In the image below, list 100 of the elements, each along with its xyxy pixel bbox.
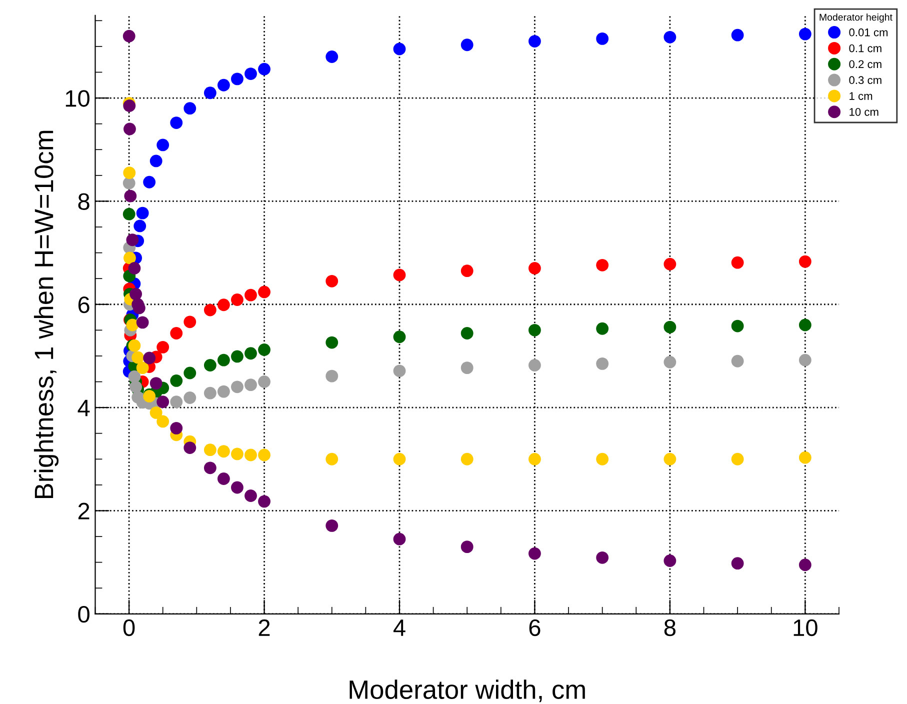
point xyxy=(204,462,216,474)
point xyxy=(731,557,744,570)
y-tick-label: 6 xyxy=(78,296,90,314)
legend-label: 1 cm xyxy=(850,92,872,100)
y-tick-label: 0 xyxy=(78,606,90,623)
point xyxy=(123,166,136,180)
point xyxy=(244,347,257,360)
point xyxy=(460,38,474,52)
point xyxy=(258,344,270,356)
point xyxy=(393,42,406,56)
point xyxy=(731,452,744,466)
point xyxy=(528,452,541,466)
point xyxy=(326,370,338,382)
point xyxy=(156,340,170,354)
point xyxy=(258,376,270,388)
point xyxy=(596,551,609,564)
point xyxy=(130,380,142,394)
point xyxy=(664,452,676,466)
point xyxy=(326,452,338,466)
point xyxy=(204,359,216,372)
point xyxy=(204,444,216,456)
point xyxy=(150,377,162,390)
point xyxy=(596,322,609,335)
point xyxy=(132,351,144,364)
point xyxy=(231,350,244,363)
point xyxy=(170,422,183,434)
point xyxy=(244,68,257,80)
y-tick-label: 2 xyxy=(78,502,90,520)
point xyxy=(596,452,609,466)
point xyxy=(150,154,162,168)
point xyxy=(150,406,162,419)
legend-label: 0.1 cm xyxy=(849,44,882,52)
point xyxy=(184,366,196,380)
point xyxy=(244,378,257,392)
point xyxy=(130,288,142,300)
point xyxy=(136,362,149,374)
point xyxy=(128,262,141,274)
point xyxy=(136,206,149,220)
point xyxy=(184,316,196,328)
point xyxy=(528,547,541,560)
point xyxy=(326,336,338,349)
x-tick-label: 4 xyxy=(393,620,406,636)
point xyxy=(231,448,244,460)
x-tick-label: 8 xyxy=(664,619,676,636)
x-tick-label: 10 xyxy=(794,619,818,636)
point xyxy=(134,220,146,232)
point xyxy=(126,234,139,246)
point xyxy=(170,116,183,129)
point xyxy=(124,252,136,264)
x-tick-label: 2 xyxy=(258,619,270,636)
point xyxy=(184,102,196,115)
point xyxy=(798,558,812,572)
point xyxy=(528,359,541,372)
point xyxy=(156,138,170,152)
point xyxy=(528,35,541,48)
y-tick-label: 4 xyxy=(78,400,90,416)
point xyxy=(731,354,744,368)
legend-label: 0.01 cm xyxy=(849,28,888,36)
point xyxy=(184,442,196,454)
point xyxy=(204,386,216,400)
point xyxy=(170,374,183,387)
point xyxy=(124,190,137,202)
point xyxy=(393,364,406,378)
point xyxy=(798,451,812,464)
legend-label: 0.2 cm xyxy=(849,60,882,68)
point xyxy=(231,481,244,494)
point xyxy=(798,255,812,268)
x-tick-label: 0 xyxy=(123,619,135,636)
point xyxy=(664,320,676,334)
point xyxy=(393,452,406,466)
point xyxy=(184,392,196,404)
point xyxy=(596,32,609,45)
point xyxy=(258,495,270,508)
point xyxy=(460,327,474,340)
point xyxy=(664,356,676,368)
point xyxy=(204,304,216,316)
point xyxy=(326,519,338,532)
point xyxy=(460,540,474,554)
point xyxy=(528,324,541,336)
x-tick-label: 6 xyxy=(529,619,540,636)
point xyxy=(528,262,541,274)
point xyxy=(664,258,676,270)
point xyxy=(596,258,609,272)
point xyxy=(128,370,141,383)
legend-label: 10 cm xyxy=(850,108,878,116)
point xyxy=(664,554,676,567)
point xyxy=(231,294,244,306)
point xyxy=(204,86,216,100)
point xyxy=(217,472,230,485)
point xyxy=(122,176,136,190)
point xyxy=(217,78,230,92)
point xyxy=(123,100,136,112)
legend-label: 0.3 cm xyxy=(849,76,882,84)
point xyxy=(393,330,406,344)
point xyxy=(393,532,406,546)
point xyxy=(170,327,183,340)
point xyxy=(217,354,230,366)
point xyxy=(798,354,812,366)
y-tick-label: 8 xyxy=(78,193,90,210)
point xyxy=(231,380,244,394)
